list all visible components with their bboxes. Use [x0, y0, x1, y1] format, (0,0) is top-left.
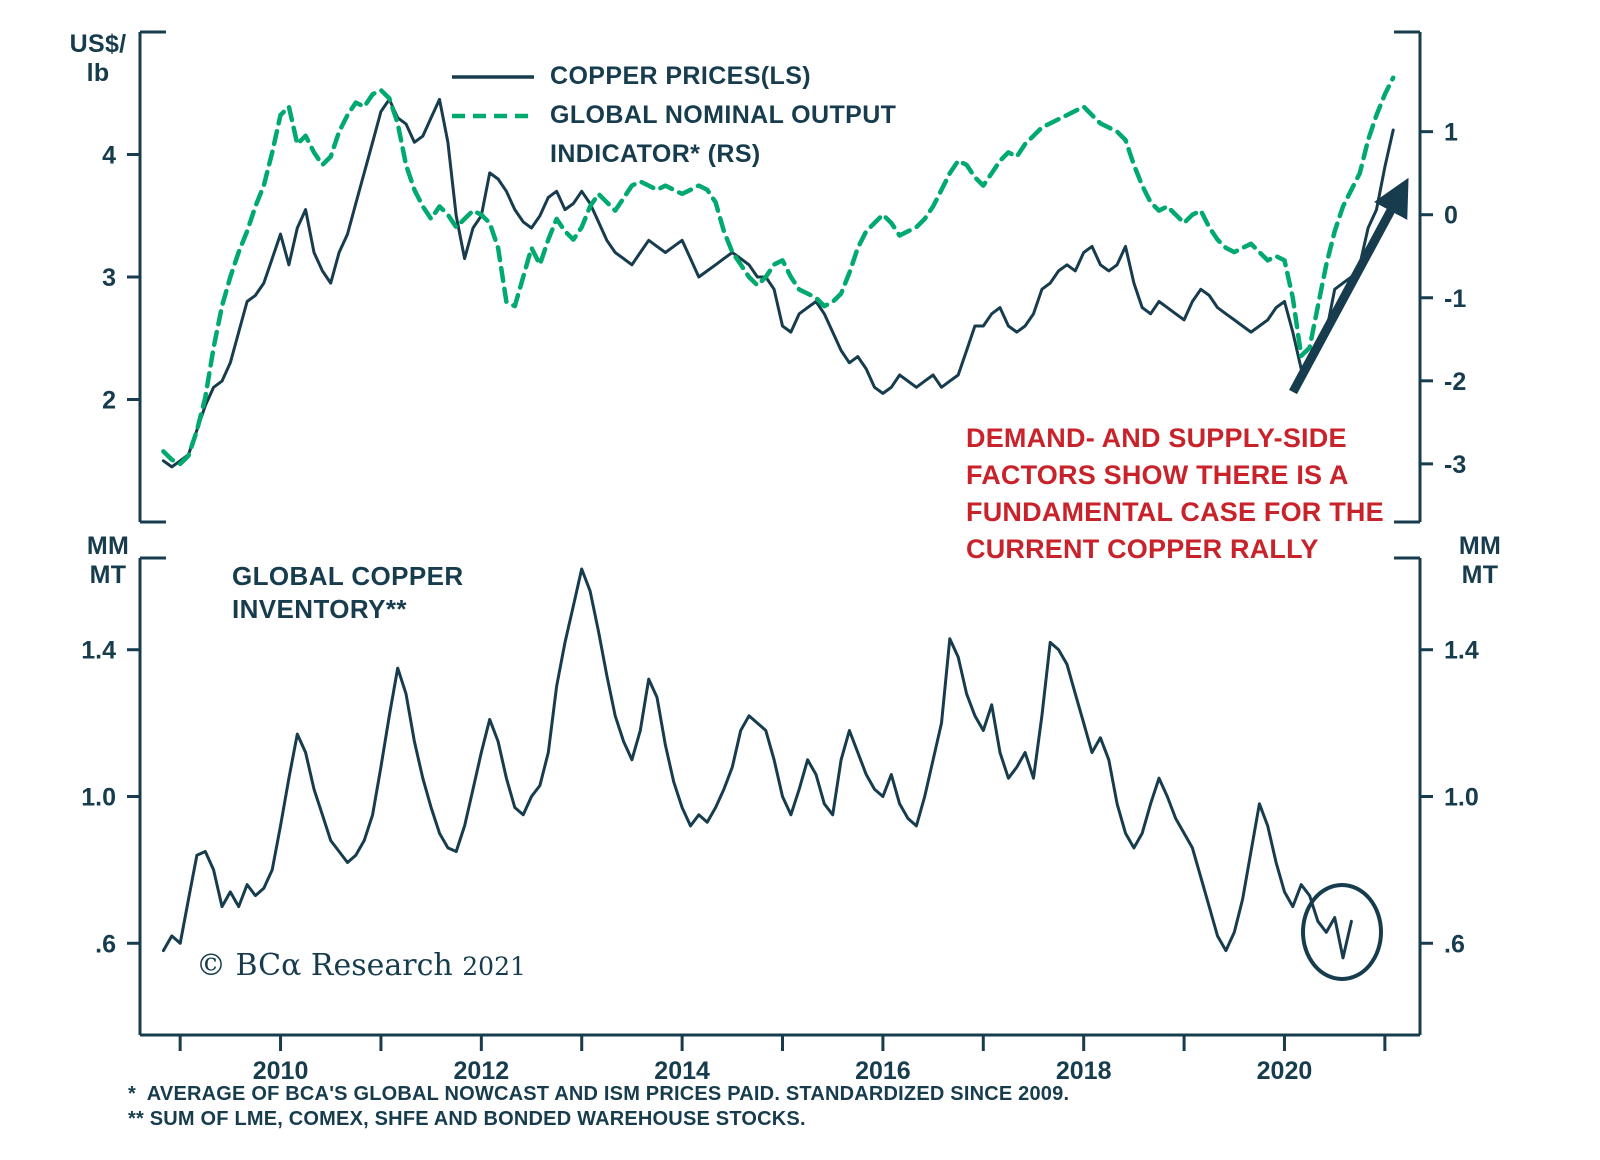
legend-label-copper: COPPER PRICES(LS) — [550, 62, 811, 90]
copyright: © BCα Research 2021 — [196, 948, 526, 983]
legend-item-output-cont: INDICATOR* (RS) — [452, 138, 896, 171]
y-tick-label-right: 1.4 — [1444, 637, 1479, 665]
series-line-copper-prices — [161, 97, 1395, 469]
y-tick-label-left: 3 — [102, 264, 116, 292]
y-tick-label-left: 1.0 — [81, 784, 116, 812]
axis-unit-line: MT — [1461, 560, 1499, 589]
annotation-line: FACTORS SHOW THERE IS A — [966, 460, 1349, 490]
y-tick-label-left: .6 — [95, 930, 116, 958]
legend-item-output: GLOBAL NOMINAL OUTPUT — [452, 99, 896, 132]
x-tick-label: 2014 — [654, 1057, 710, 1085]
footnote-1: * AVERAGE OF BCA'S GLOBAL NOWCAST AND IS… — [128, 1083, 1070, 1105]
y-tick-label-left: 1.4 — [81, 637, 116, 665]
annotation-line: FUNDAMENTAL CASE FOR THE — [966, 497, 1384, 527]
y-tick-label-right: .6 — [1444, 930, 1465, 958]
axis-unit-line: lb — [86, 58, 110, 87]
axis-unit-line: MT — [89, 560, 127, 589]
dashed-line-swatch-icon — [452, 113, 534, 118]
annotation-line: CURRENT COPPER RALLY — [966, 534, 1319, 564]
copyright-year: 2021 — [462, 952, 526, 981]
x-tick-label: 2012 — [454, 1057, 510, 1085]
x-tick-label: 2016 — [855, 1057, 911, 1085]
top-left-axis-unit: US$/ lb — [62, 30, 134, 88]
annotation-line: DEMAND- AND SUPPLY-SIDE — [966, 423, 1347, 453]
x-tick-label: 2018 — [1056, 1057, 1112, 1085]
series-line-copper-inventory — [161, 567, 1353, 960]
footnote-2: ** SUM OF LME, COMEX, SHFE AND BONDED WA… — [128, 1108, 806, 1130]
legend-label-output-line2: INDICATOR* (RS) — [550, 140, 761, 168]
x-tick-label: 2010 — [253, 1057, 309, 1085]
legend: COPPER PRICES(LS) GLOBAL NOMINAL OUTPUT … — [452, 60, 896, 171]
y-tick-label-right: -1 — [1444, 285, 1466, 313]
y-tick-label-right: -2 — [1444, 368, 1466, 396]
legend-item-copper: COPPER PRICES(LS) — [452, 60, 896, 93]
y-tick-label-right: 0 — [1444, 202, 1458, 230]
inventory-label-line: INVENTORY** — [232, 593, 407, 624]
axis-unit-line: US$/ — [69, 30, 127, 58]
axis-unit-line: MM — [1458, 532, 1502, 560]
rally-arrow — [1289, 177, 1409, 395]
y-tick-label-left: 2 — [102, 387, 116, 415]
bottom-left-axis-unit: MM MT — [72, 532, 144, 590]
bottom-right-axis-unit: MM MT — [1444, 532, 1516, 590]
y-tick-label-right: -3 — [1444, 451, 1466, 479]
solid-line-swatch-icon — [452, 74, 534, 79]
inventory-dip-circle — [1301, 883, 1383, 981]
rally-annotation: DEMAND- AND SUPPLY-SIDE FACTORS SHOW THE… — [966, 420, 1384, 568]
inventory-series-label: GLOBAL COPPER INVENTORY** — [232, 560, 464, 625]
series-line-output-indicator — [161, 75, 1396, 467]
y-tick-label-left: 4 — [102, 142, 116, 170]
legend-label-output-line1: GLOBAL NOMINAL OUTPUT — [550, 101, 897, 129]
y-tick-label-right: 1 — [1444, 119, 1458, 147]
x-tick-label: 2020 — [1257, 1057, 1313, 1085]
inventory-label-line: GLOBAL COPPER — [232, 561, 464, 591]
copyright-text: © BCα Research — [196, 948, 453, 983]
y-tick-label-right: 1.0 — [1444, 784, 1479, 812]
axis-unit-line: MM — [86, 532, 130, 560]
